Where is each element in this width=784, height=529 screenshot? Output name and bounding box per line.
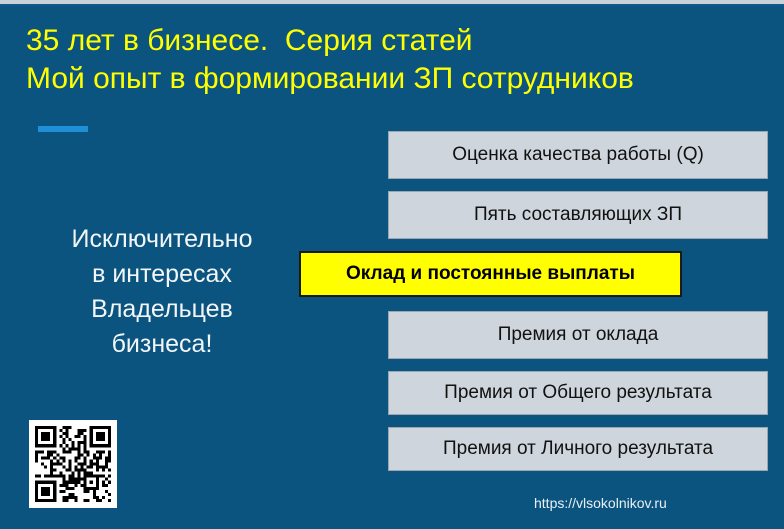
accent-dash [38, 126, 88, 132]
topic-list-item-label: Премия от Личного результата [442, 438, 714, 459]
qr-code-icon [35, 426, 111, 502]
slide-title: 35 лет в бизнесе. Серия статей Мой опыт … [26, 22, 766, 98]
footer-url[interactable]: https://vlsokolnikov.ru [534, 495, 667, 511]
topic-list-item[interactable]: Премия от Общего результата [388, 371, 768, 415]
title-line-2: Мой опыт в формировании ЗП сотрудников [26, 62, 634, 95]
top-edge-inner-strip [0, 4, 784, 6]
statement-line-2: в интересах [92, 260, 232, 288]
topic-list-item-label: Оклад и постоянные выплаты [346, 263, 635, 284]
topic-list-item[interactable]: Оклад и постоянные выплаты [299, 251, 682, 297]
statement-line-1: Исключительно [71, 225, 253, 253]
top-edge-strip [0, 0, 784, 4]
statement-line-3: Владельцев [91, 295, 233, 323]
topic-list-item-label: Премия от оклада [497, 324, 659, 345]
topic-list-item[interactable]: Премия от Личного результата [388, 427, 768, 471]
qr-code-panel [29, 420, 117, 508]
left-statement: Исключительно в интересах Владельцев биз… [22, 222, 302, 362]
topic-list-item[interactable]: Премия от оклада [388, 311, 768, 359]
topic-list-item-label: Оценка качества работы (Q) [452, 144, 704, 165]
topic-list-item[interactable]: Пять составляющих ЗП [388, 191, 768, 239]
topic-list-item-label: Пять составляющих ЗП [473, 204, 683, 225]
title-line-1: 35 лет в бизнесе. Серия статей [26, 24, 473, 57]
topic-list-item-label: Премия от Общего результата [444, 382, 712, 403]
statement-line-4: бизнеса! [111, 330, 213, 358]
topic-list-item[interactable]: Оценка качества работы (Q) [388, 131, 768, 179]
